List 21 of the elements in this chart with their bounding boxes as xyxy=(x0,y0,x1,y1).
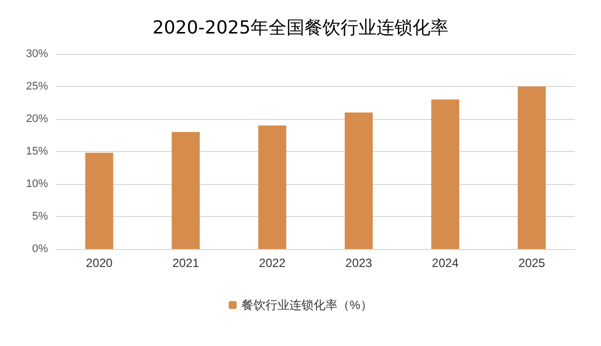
y-tick-label: 25% xyxy=(26,80,48,92)
x-tick-label: 2021 xyxy=(172,256,200,270)
y-tick-label: 0% xyxy=(32,243,48,255)
x-tick-label: 2023 xyxy=(345,256,372,270)
chart-title: 2020-2025年全国餐饮行业连锁化率 xyxy=(152,18,449,38)
y-tick-label: 10% xyxy=(26,178,48,190)
bar xyxy=(85,152,114,249)
bar xyxy=(172,132,200,249)
x-tick-label: 2022 xyxy=(258,256,286,270)
bar xyxy=(258,126,286,249)
y-tick-label: 30% xyxy=(26,48,48,60)
y-tick-label: 20% xyxy=(26,113,48,125)
legend-label: 餐饮行业连锁化率（%） xyxy=(242,298,372,312)
x-tick-label: 2020 xyxy=(86,256,113,270)
y-tick-label: 5% xyxy=(32,210,48,222)
x-tick-label: 2025 xyxy=(518,256,546,270)
bar xyxy=(518,86,546,249)
x-tick-label: 2024 xyxy=(432,256,459,270)
bar xyxy=(344,112,373,249)
y-tick-label: 15% xyxy=(26,146,48,158)
bar xyxy=(431,100,460,249)
